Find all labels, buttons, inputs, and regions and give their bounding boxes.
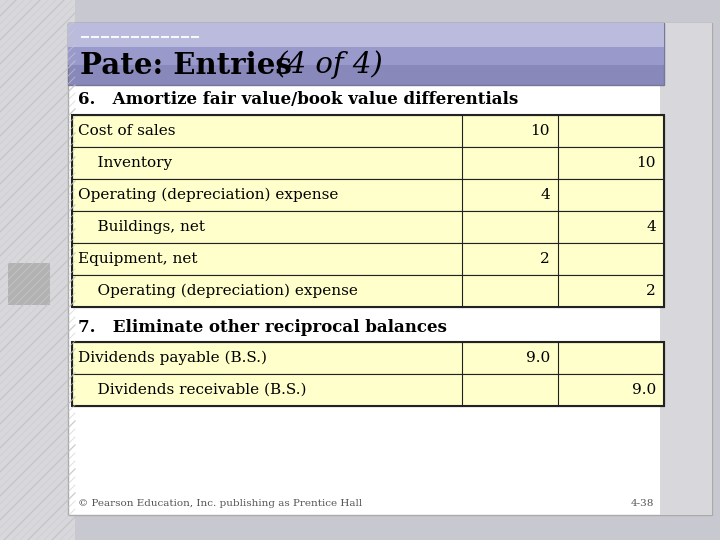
Text: 7.   Eliminate other reciprocal balances: 7. Eliminate other reciprocal balances (78, 319, 447, 335)
Text: 10: 10 (636, 156, 656, 170)
Text: 9.0: 9.0 (631, 383, 656, 397)
FancyBboxPatch shape (660, 23, 712, 515)
Text: 4: 4 (647, 220, 656, 234)
Text: Equipment, net: Equipment, net (78, 252, 197, 266)
FancyBboxPatch shape (72, 115, 664, 147)
FancyBboxPatch shape (72, 147, 664, 179)
Text: © Pearson Education, Inc. publishing as Prentice Hall: © Pearson Education, Inc. publishing as … (78, 500, 362, 509)
FancyBboxPatch shape (68, 23, 664, 47)
Text: (4 of 4): (4 of 4) (267, 51, 383, 79)
Text: Operating (depreciation) expense: Operating (depreciation) expense (78, 284, 358, 298)
FancyBboxPatch shape (68, 23, 712, 515)
FancyBboxPatch shape (0, 0, 75, 540)
Text: Dividends receivable (B.S.): Dividends receivable (B.S.) (78, 383, 307, 397)
Text: Dividends payable (B.S.): Dividends payable (B.S.) (78, 351, 267, 365)
Text: 2: 2 (647, 284, 656, 298)
Text: Inventory: Inventory (78, 156, 172, 170)
Text: 10: 10 (531, 124, 550, 138)
Text: 2: 2 (540, 252, 550, 266)
FancyBboxPatch shape (72, 211, 664, 243)
Text: Operating (depreciation) expense: Operating (depreciation) expense (78, 188, 338, 202)
FancyBboxPatch shape (72, 179, 664, 211)
Text: 6.   Amortize fair value/book value differentials: 6. Amortize fair value/book value differ… (78, 91, 518, 109)
FancyBboxPatch shape (72, 243, 664, 275)
FancyBboxPatch shape (68, 23, 664, 65)
Text: Buildings, net: Buildings, net (78, 220, 205, 234)
FancyBboxPatch shape (8, 263, 50, 305)
FancyBboxPatch shape (68, 23, 664, 85)
FancyBboxPatch shape (72, 275, 664, 307)
Text: 4: 4 (540, 188, 550, 202)
Text: 9.0: 9.0 (526, 351, 550, 365)
Text: Cost of sales: Cost of sales (78, 124, 176, 138)
Text: Pate: Entries: Pate: Entries (80, 51, 292, 79)
FancyBboxPatch shape (72, 342, 664, 374)
Text: 4-38: 4-38 (631, 500, 654, 509)
FancyBboxPatch shape (72, 374, 664, 406)
